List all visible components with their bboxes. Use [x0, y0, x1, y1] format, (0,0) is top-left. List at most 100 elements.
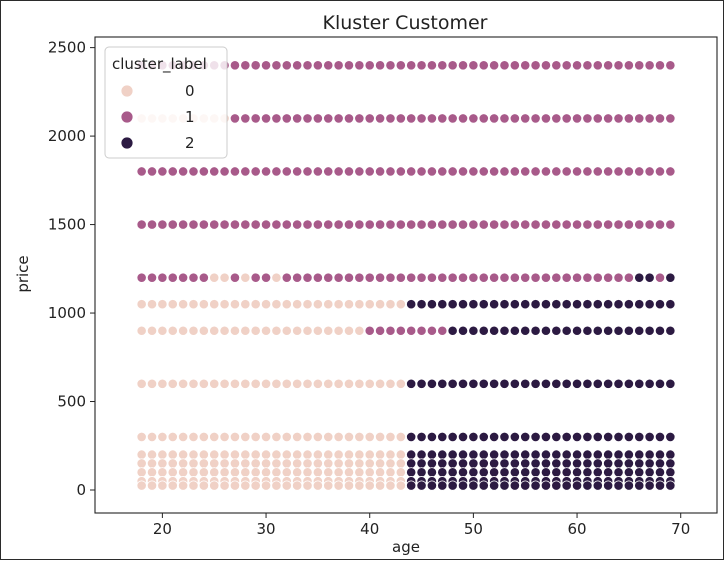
data-point [437, 378, 448, 389]
data-point [146, 480, 158, 491]
data-point [437, 219, 448, 230]
data-point [292, 458, 303, 469]
data-point [540, 431, 552, 443]
data-point [157, 378, 168, 389]
data-point [323, 480, 334, 491]
data-point [302, 219, 313, 230]
data-point [198, 449, 209, 460]
data-point [385, 299, 396, 310]
data-point [385, 272, 396, 283]
data-point [447, 378, 458, 389]
data-point [447, 480, 458, 491]
data-point [561, 272, 572, 283]
data-point [509, 449, 520, 460]
data-point [146, 272, 158, 283]
data-point [271, 449, 282, 460]
y-tick-label: 2500 [48, 39, 86, 57]
data-point [312, 60, 323, 71]
data-point [468, 113, 479, 124]
legend-box [104, 46, 228, 159]
data-point [292, 378, 303, 389]
data-point [354, 299, 365, 310]
data-point [281, 467, 292, 478]
data-point [146, 299, 158, 310]
data-point [157, 166, 168, 177]
data-point [530, 467, 541, 478]
data-point [551, 458, 562, 469]
data-point [561, 458, 572, 469]
data-point [520, 60, 531, 71]
data-point [499, 219, 510, 230]
data-point [333, 166, 344, 177]
data-point [426, 378, 438, 389]
data-point [395, 467, 406, 478]
data-point [157, 431, 168, 443]
data-point [312, 219, 323, 230]
data-point [374, 272, 386, 283]
data-point [260, 299, 272, 310]
data-point [364, 272, 375, 283]
data-point [644, 299, 655, 310]
data-point [592, 449, 603, 460]
data-point [447, 458, 458, 469]
data-point [634, 166, 645, 177]
data-point [302, 378, 313, 389]
data-point [654, 219, 666, 230]
data-point [240, 166, 251, 177]
data-point [540, 449, 552, 460]
data-point [229, 325, 241, 336]
data-point [271, 480, 282, 491]
data-point [292, 166, 303, 177]
data-point [188, 272, 199, 283]
data-point [603, 219, 614, 230]
data-point [260, 480, 272, 491]
data-point [478, 299, 489, 310]
data-point [343, 458, 355, 469]
data-point [437, 166, 448, 177]
data-point [292, 299, 303, 310]
data-point [323, 219, 334, 230]
data-point [343, 60, 355, 71]
data-point [592, 458, 603, 469]
data-point [603, 60, 614, 71]
data-point [551, 299, 562, 310]
data-point [281, 219, 292, 230]
data-point [136, 166, 147, 177]
data-point [603, 272, 614, 283]
data-point [416, 378, 427, 389]
data-point [540, 299, 552, 310]
data-point [499, 431, 510, 443]
data-point [271, 458, 282, 469]
data-point [323, 378, 334, 389]
data-point [178, 449, 189, 460]
data-point [281, 272, 292, 283]
data-point [654, 299, 666, 310]
data-point [665, 458, 676, 469]
data-point [489, 299, 500, 310]
data-point [240, 480, 251, 491]
data-point [571, 467, 583, 478]
data-point [250, 166, 261, 177]
data-point [343, 378, 355, 389]
data-point [374, 467, 386, 478]
data-point [571, 166, 583, 177]
data-point [229, 431, 241, 443]
y-tick-label: 1000 [48, 304, 86, 322]
data-point [302, 272, 313, 283]
data-point [250, 272, 261, 283]
data-point [623, 219, 634, 230]
data-point [260, 60, 272, 71]
data-point [665, 480, 676, 491]
data-point [416, 431, 427, 443]
y-tick-label: 1500 [48, 216, 86, 234]
data-point [540, 272, 552, 283]
data-point [136, 299, 147, 310]
data-point [364, 458, 375, 469]
data-point [426, 458, 438, 469]
data-point [281, 166, 292, 177]
data-point [613, 325, 624, 336]
data-point [395, 166, 406, 177]
data-point [603, 431, 614, 443]
data-point [665, 113, 676, 124]
legend: cluster_label 0 1 2 [104, 46, 228, 159]
